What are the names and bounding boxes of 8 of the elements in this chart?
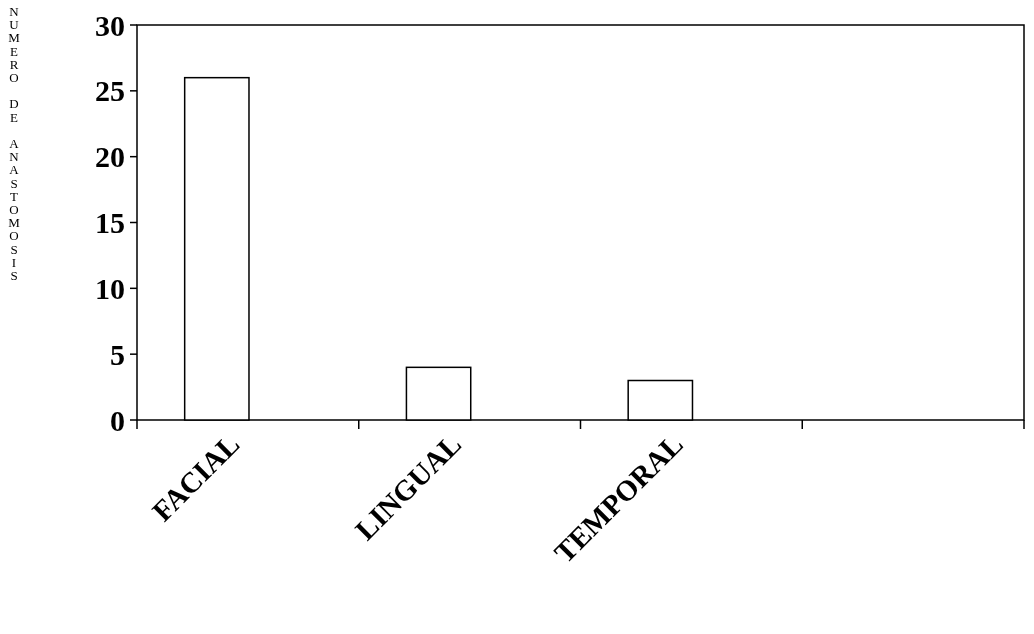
y-tick-label: 0 (110, 403, 125, 437)
y-tick-label: 15 (95, 206, 125, 239)
y-tick-label: 10 (95, 271, 125, 305)
y-tick-label: 5 (110, 337, 125, 371)
y-tick-label: 20 (95, 140, 125, 174)
y-tick-label: 25 (95, 74, 125, 108)
y-tick-label: 30 (95, 8, 125, 42)
text: NUMERO DE ANASTOMOSIS (8, 4, 20, 283)
